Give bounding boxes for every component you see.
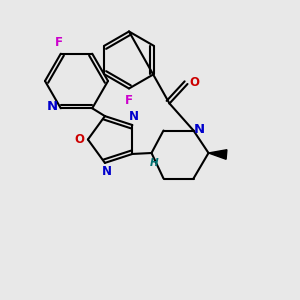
Text: F: F bbox=[55, 36, 63, 49]
Text: O: O bbox=[190, 76, 200, 89]
Text: O: O bbox=[74, 133, 84, 146]
Text: N: N bbox=[129, 110, 139, 123]
Polygon shape bbox=[208, 150, 227, 159]
Text: F: F bbox=[125, 94, 133, 107]
Text: N: N bbox=[101, 165, 111, 178]
Text: N: N bbox=[193, 123, 205, 136]
Text: H: H bbox=[150, 158, 158, 168]
Text: N: N bbox=[47, 100, 58, 113]
